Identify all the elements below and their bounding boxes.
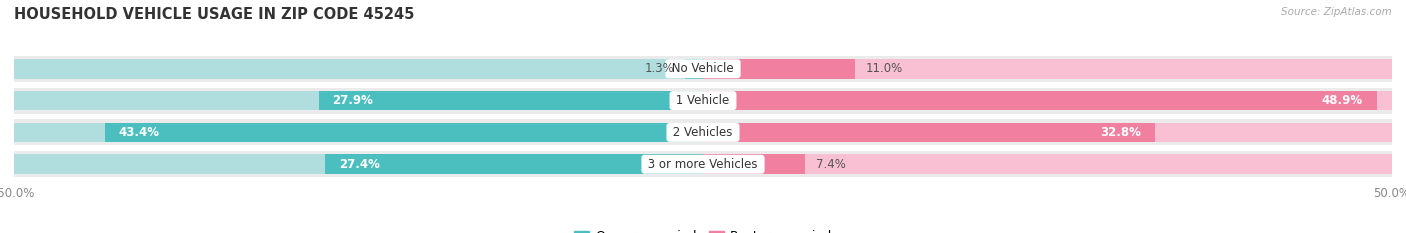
Bar — [319, 91, 703, 110]
Text: 32.8%: 32.8% — [1101, 126, 1142, 139]
Text: 27.4%: 27.4% — [339, 158, 380, 171]
Bar — [703, 123, 1392, 142]
Text: 48.9%: 48.9% — [1322, 94, 1362, 107]
Text: 7.4%: 7.4% — [815, 158, 846, 171]
Bar — [703, 154, 806, 174]
Text: 27.9%: 27.9% — [332, 94, 373, 107]
Bar — [685, 59, 703, 79]
Text: 2 Vehicles: 2 Vehicles — [669, 126, 737, 139]
Text: HOUSEHOLD VEHICLE USAGE IN ZIP CODE 45245: HOUSEHOLD VEHICLE USAGE IN ZIP CODE 4524… — [14, 7, 415, 22]
Legend: Owner-occupied, Renter-occupied: Owner-occupied, Renter-occupied — [574, 230, 832, 233]
Bar — [703, 59, 1392, 79]
Bar — [14, 59, 703, 79]
Text: 1 Vehicle: 1 Vehicle — [672, 94, 734, 107]
Bar — [14, 91, 703, 110]
Bar — [14, 119, 1392, 145]
Bar — [14, 151, 1392, 177]
Text: 1.3%: 1.3% — [644, 62, 673, 75]
Bar — [703, 154, 1392, 174]
Bar — [14, 123, 703, 142]
Bar — [14, 56, 1392, 82]
Text: 11.0%: 11.0% — [866, 62, 903, 75]
Text: No Vehicle: No Vehicle — [668, 62, 738, 75]
Bar — [14, 88, 1392, 114]
Bar — [105, 123, 703, 142]
Text: 43.4%: 43.4% — [118, 126, 160, 139]
Bar — [325, 154, 703, 174]
Bar — [703, 123, 1154, 142]
Bar — [703, 59, 855, 79]
Bar — [703, 91, 1392, 110]
Text: 3 or more Vehicles: 3 or more Vehicles — [644, 158, 762, 171]
Bar — [14, 154, 703, 174]
Bar — [703, 91, 1376, 110]
Text: Source: ZipAtlas.com: Source: ZipAtlas.com — [1281, 7, 1392, 17]
